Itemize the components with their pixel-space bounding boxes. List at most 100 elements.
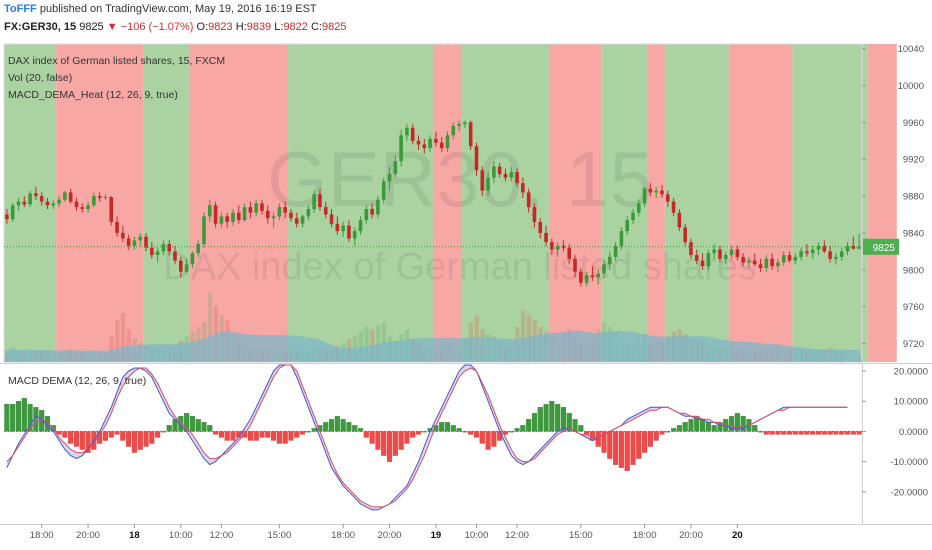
- macd-histogram-bar: [537, 407, 543, 432]
- candle: [39, 192, 44, 206]
- candle-body: [410, 127, 415, 141]
- candle-body: [625, 220, 630, 232]
- macd-pane-title[interactable]: MACD DEMA (12, 26, 9, true): [8, 375, 146, 387]
- candle: [613, 242, 618, 261]
- candle: [74, 197, 79, 211]
- macd-histogram-bar: [636, 431, 642, 459]
- candle: [538, 218, 543, 239]
- macd-histogram-bar: [166, 425, 172, 432]
- macd-histogram-bar: [253, 431, 259, 441]
- time-tick-label: 18:00: [633, 530, 657, 541]
- candle: [45, 197, 50, 209]
- macd-histogram-bar: [143, 431, 149, 447]
- symbol-label[interactable]: FX:GER30, 15: [4, 21, 77, 33]
- macd-histogram-bar: [473, 431, 480, 438]
- candle: [34, 186, 38, 200]
- candle-body: [509, 172, 514, 178]
- candle: [115, 216, 119, 237]
- macd-histogram-bar: [62, 431, 68, 438]
- macd-histogram-bar: [734, 413, 740, 432]
- macd-tick-label: 10.0000: [894, 397, 928, 408]
- candle: [625, 216, 630, 235]
- candle-body: [393, 161, 398, 174]
- candle-body: [776, 262, 780, 267]
- candle-body: [260, 203, 264, 211]
- candle: [138, 232, 143, 246]
- macd-histogram-bar: [346, 422, 352, 432]
- candle-body: [225, 216, 229, 222]
- legend-macd-heat[interactable]: MACD_DEMA_Heat (12, 26, 9, true): [8, 89, 178, 101]
- candle-body: [631, 212, 635, 221]
- macd-histogram-bar: [386, 431, 393, 462]
- candle: [822, 240, 827, 254]
- candle: [735, 245, 740, 261]
- candle-body: [121, 232, 125, 239]
- volume-bar: [109, 336, 114, 362]
- legend-volume[interactable]: Vol (20, false): [8, 72, 72, 84]
- author-name[interactable]: ToFFF: [4, 3, 37, 15]
- legend-main-series[interactable]: DAX index of German listed shares, 15, F…: [8, 55, 225, 67]
- candle-body: [248, 207, 253, 213]
- candle: [300, 214, 305, 228]
- time-tick-label: 18:00: [331, 530, 355, 541]
- candle-body: [318, 194, 322, 208]
- candle: [265, 205, 270, 224]
- macd-histogram-bar: [120, 431, 126, 441]
- candle: [132, 236, 137, 250]
- candle-body: [602, 264, 606, 274]
- time-tick-label: 15:00: [267, 530, 291, 541]
- macd-histogram-bar: [15, 401, 22, 432]
- candle-body: [294, 218, 299, 224]
- candle-body: [202, 216, 206, 245]
- candle-body: [677, 212, 682, 228]
- price-tick-label: 10040: [898, 44, 924, 55]
- heat-zone-9: [647, 44, 665, 362]
- candle: [694, 249, 699, 265]
- candle-body: [28, 193, 32, 205]
- candle: [550, 238, 554, 256]
- candle: [248, 201, 253, 219]
- candle-body: [179, 260, 183, 272]
- candle: [700, 253, 705, 270]
- candle: [509, 166, 514, 182]
- candle-body: [57, 199, 61, 204]
- candle-body: [532, 207, 537, 222]
- macd-histogram-bar: [218, 431, 224, 438]
- macd-tick-label: -20.0000: [890, 487, 928, 498]
- macd-tick-label: 0.0000: [899, 427, 928, 438]
- macd-histogram-bar: [815, 431, 822, 435]
- candle: [341, 221, 345, 237]
- candle: [468, 120, 473, 150]
- macd-histogram-bar: [44, 416, 51, 432]
- candle: [671, 197, 676, 217]
- macd-histogram-bar: [137, 431, 143, 450]
- candle-body: [503, 173, 508, 178]
- candle-body: [271, 216, 276, 219]
- macd-histogram-bar: [618, 431, 624, 468]
- macd-histogram-bar: [85, 431, 91, 453]
- candle-body: [828, 251, 832, 259]
- macd-histogram-bar: [334, 416, 340, 432]
- candle: [16, 197, 21, 211]
- candle: [810, 245, 815, 259]
- candle-body: [700, 260, 705, 267]
- candle-body: [538, 221, 543, 233]
- candle: [68, 188, 73, 204]
- candle-body: [741, 256, 745, 263]
- macd-histogram-bar: [531, 413, 538, 432]
- candle-body: [335, 223, 340, 232]
- macd-histogram-bar: [126, 431, 132, 447]
- candlestick-series: [5, 120, 861, 287]
- macd-histogram-bar: [676, 425, 682, 432]
- candle: [718, 245, 722, 263]
- candle-body: [567, 247, 572, 259]
- macd-histogram-bar: [688, 419, 694, 432]
- candle-body: [231, 212, 235, 222]
- candle: [758, 258, 763, 272]
- candle: [439, 137, 444, 152]
- macd-histogram-bar: [786, 431, 793, 435]
- candle-body: [150, 247, 154, 256]
- candle-body: [22, 201, 27, 205]
- candle: [231, 208, 235, 226]
